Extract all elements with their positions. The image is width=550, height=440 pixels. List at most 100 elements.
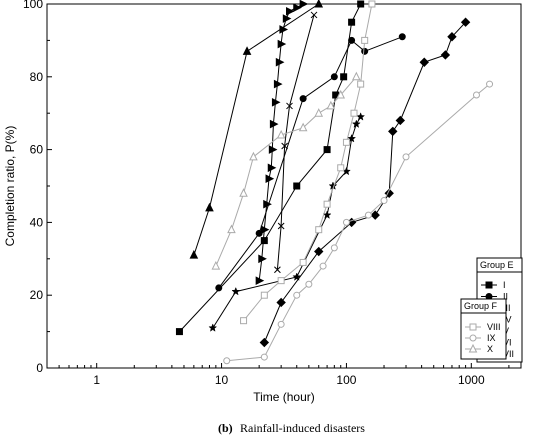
data-point-viii — [299, 258, 307, 266]
data-point-i — [340, 73, 348, 81]
data-point-vii — [263, 199, 272, 209]
series-i — [175, 0, 365, 336]
x-tick-label: 10 — [215, 373, 229, 387]
data-point-ix — [293, 291, 301, 299]
data-point-v — [419, 57, 429, 67]
series-ix — [223, 80, 494, 365]
data-point-x — [249, 151, 258, 161]
data-point-ix — [319, 262, 327, 270]
data-point-vii — [265, 174, 275, 184]
data-point-ix — [342, 218, 350, 226]
data-point-vii — [275, 57, 285, 67]
series-viii — [240, 0, 376, 325]
data-point-viii — [337, 164, 345, 172]
x-axis-title: Time (hour) — [253, 390, 315, 404]
caption-text: Rainfall-induced disasters — [240, 421, 365, 435]
x-tick-label: 100 — [336, 373, 356, 387]
data-point-iii — [205, 202, 214, 212]
data-point-viii — [350, 109, 358, 117]
data-point-iv — [274, 266, 281, 274]
legend-label-vi: VI — [503, 338, 512, 348]
series-vii — [255, 0, 309, 285]
data-point-vii — [299, 0, 309, 9]
data-point-i — [323, 146, 331, 154]
legend-group-e-title: Group E — [480, 260, 514, 270]
data-point-viii — [357, 80, 365, 88]
data-point-viii — [361, 36, 369, 44]
data-point-iv — [277, 222, 285, 230]
data-point-x — [276, 129, 286, 139]
data-point-x — [227, 224, 236, 234]
data-point-ix — [486, 80, 494, 88]
data-point-viii — [323, 200, 331, 208]
data-point-i — [293, 182, 301, 190]
series-vi — [208, 112, 366, 332]
data-point-vi — [356, 112, 366, 121]
data-point-vii — [258, 254, 267, 264]
data-point-ii — [361, 47, 369, 55]
data-point-viii — [240, 317, 248, 325]
data-point-viii — [342, 138, 350, 146]
legend-label-ii: II — [503, 292, 508, 302]
data-point-vii — [279, 25, 289, 34]
data-point-ii — [398, 33, 406, 41]
data-point-x — [298, 122, 308, 132]
data-point-v — [388, 126, 398, 137]
data-point-vi — [292, 272, 302, 281]
data-point-ix — [260, 353, 268, 361]
data-point-viii — [315, 226, 323, 234]
legend-label-iv: IV — [503, 315, 512, 325]
data-point-v — [370, 210, 380, 220]
data-point-iii — [314, 0, 324, 8]
data-point-ix — [472, 91, 480, 99]
data-point-v — [460, 17, 471, 27]
data-point-iv — [281, 142, 288, 150]
x-tick-label: 1000 — [458, 373, 485, 387]
series-v — [259, 17, 471, 348]
data-point-iii — [242, 46, 252, 55]
series-iv — [274, 11, 318, 274]
axis-ticks: 1 10 100 1000 0 20 40 60 80 100 — [23, 0, 510, 387]
data-point-ii — [348, 36, 356, 44]
data-point-vii — [269, 119, 279, 129]
data-point-v — [259, 337, 270, 348]
data-point-i — [348, 18, 356, 26]
y-tick-label: 40 — [30, 215, 44, 229]
series-line-x — [215, 76, 357, 267]
data-point-x — [239, 188, 248, 197]
y-tick-label: 20 — [30, 288, 44, 302]
data-point-x — [211, 260, 221, 270]
series-line-ii — [218, 36, 403, 289]
data-point-vii — [282, 14, 292, 23]
data-point-ix — [223, 357, 231, 365]
data-point-v — [395, 115, 406, 126]
data-point-v — [440, 50, 451, 60]
data-point-vii — [260, 225, 270, 234]
data-point-x — [352, 71, 361, 81]
data-point-viii — [277, 277, 285, 285]
legend-marker-i — [485, 281, 493, 289]
data-point-vi — [231, 286, 241, 296]
y-tick-label: 0 — [36, 361, 43, 375]
data-point-x — [326, 100, 336, 110]
data-point-vi — [208, 323, 218, 332]
series-x — [211, 71, 361, 270]
data-point-x — [314, 108, 324, 117]
x-tick-label: 1 — [93, 373, 100, 387]
data-point-i — [175, 328, 183, 336]
data-point-x — [336, 89, 346, 99]
data-point-ii — [215, 284, 223, 292]
data-point-ii — [330, 73, 338, 81]
legend-marker-x — [468, 343, 478, 353]
data-point-ix — [364, 211, 372, 219]
data-point-v — [447, 32, 457, 42]
data-point-ix — [305, 280, 313, 288]
data-point-v — [314, 246, 324, 257]
series-ii — [215, 33, 406, 292]
data-point-ix — [402, 153, 410, 161]
data-point-ix — [277, 320, 285, 328]
legend-label-x: X — [487, 344, 493, 354]
y-axis-title: Completion ratio, P(%) — [3, 126, 17, 247]
